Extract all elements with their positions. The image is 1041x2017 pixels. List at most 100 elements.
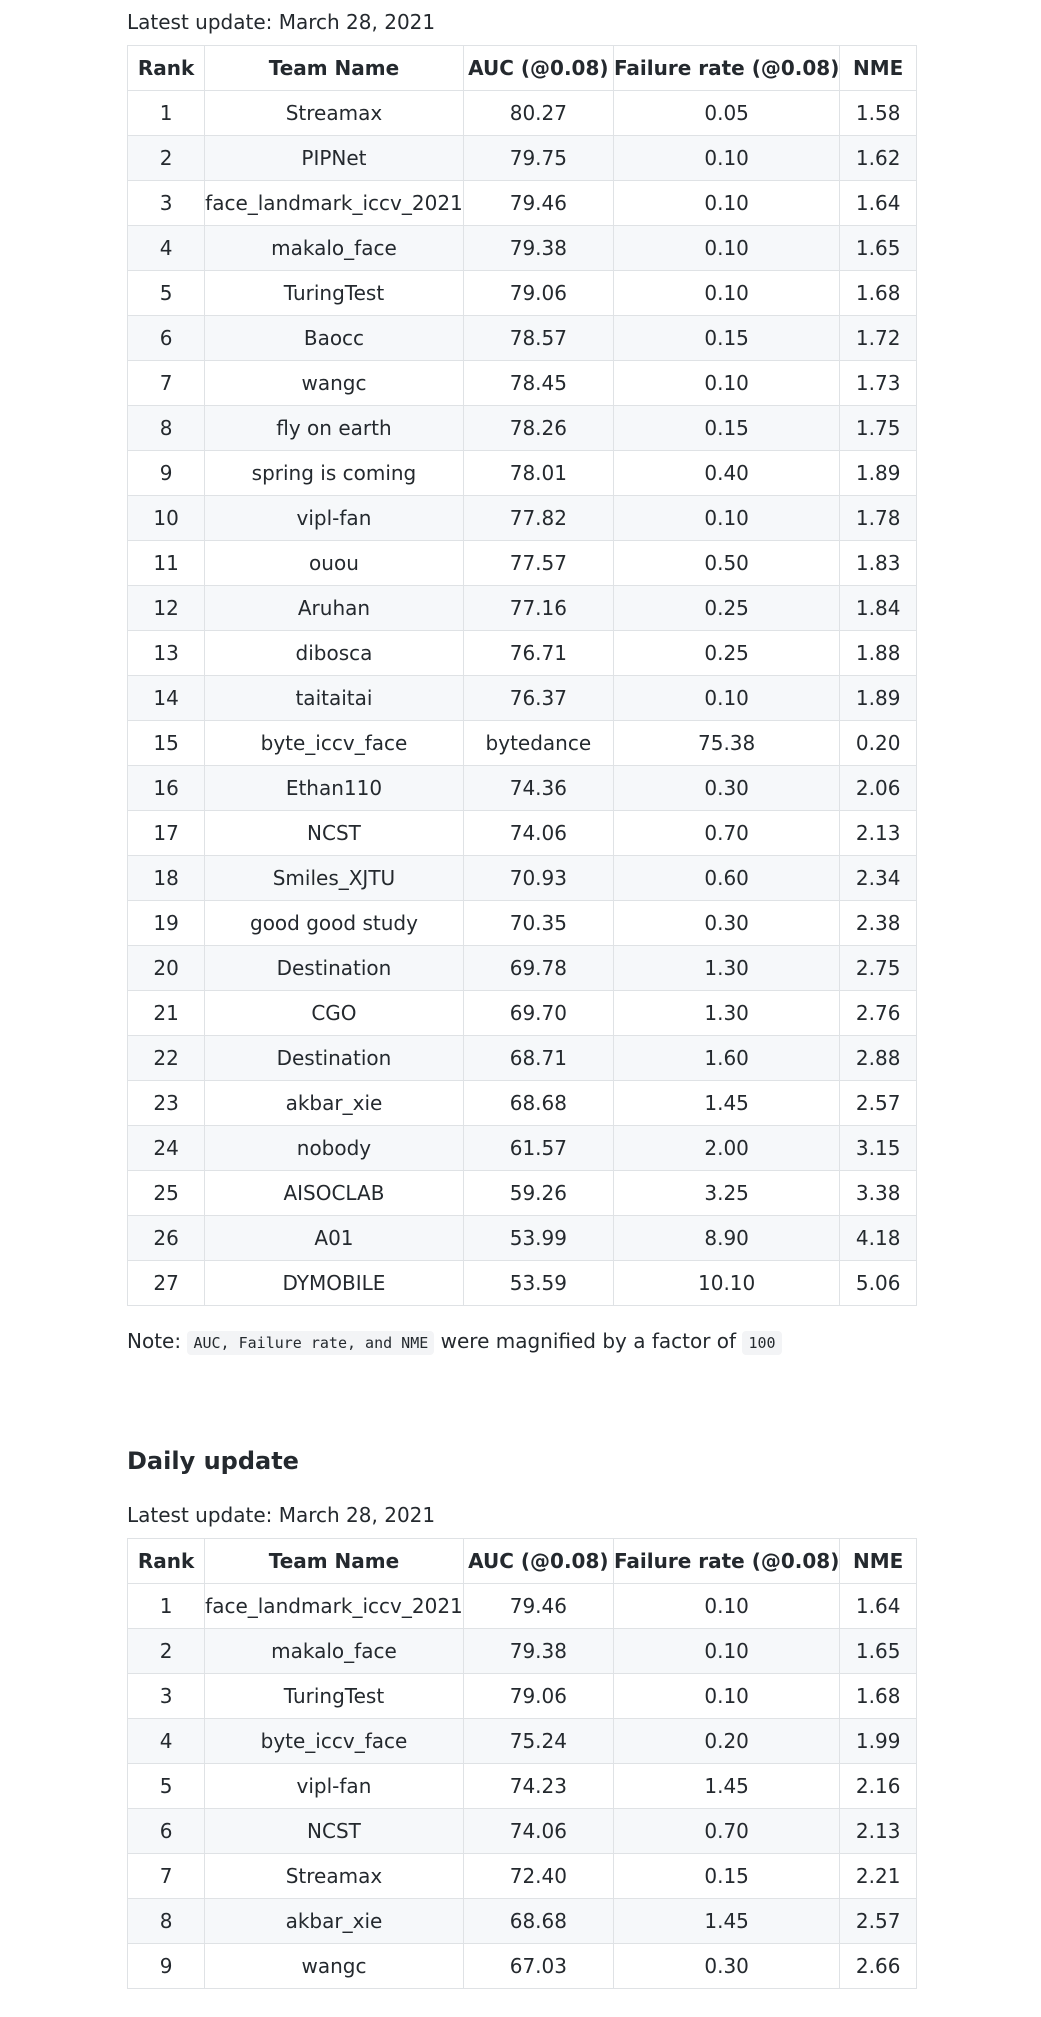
cell-rank: 8 [126, 405, 206, 451]
cell-team-name: akbar_xie [204, 1898, 464, 1944]
cell-auc: 74.06 [462, 1808, 614, 1854]
cell-team-name: fly on earth [204, 405, 464, 451]
cell-failure-rate: 0.70 [612, 1808, 841, 1854]
cell-rank: 16 [126, 765, 206, 811]
cell-rank: 18 [126, 855, 206, 901]
table-row: 4 makalo_face 79.38 0.10 1.65 [126, 225, 917, 271]
table-row: 21 CGO 69.70 1.30 2.76 [126, 990, 917, 1036]
cell-nme: 2.13 [839, 810, 917, 856]
table-row: 11 ouou 77.57 0.50 1.83 [126, 540, 917, 586]
table-row: 13 dibosca 76.71 0.25 1.88 [126, 630, 917, 676]
cell-auc: 61.57 [462, 1125, 614, 1171]
cell-auc: 59.26 [462, 1170, 614, 1216]
cell-team-name: DYMOBILE [204, 1260, 464, 1306]
table-row: 10 vipl-fan 77.82 0.10 1.78 [126, 495, 917, 541]
cell-failure-rate: 1.45 [612, 1898, 841, 1944]
cell-team-name: good good study [204, 900, 464, 946]
cell-team-name: byte_iccv_face [204, 1718, 464, 1764]
cell-auc: 68.68 [462, 1898, 614, 1944]
cell-auc: 79.75 [462, 135, 614, 181]
cell-failure-rate: 0.50 [612, 540, 841, 586]
cell-rank: 23 [126, 1080, 206, 1126]
table-row: 8 fly on earth 78.26 0.15 1.75 [126, 405, 917, 451]
table-row: 6 Baocc 78.57 0.15 1.72 [126, 315, 917, 361]
cell-auc: 78.01 [462, 450, 614, 496]
cell-rank: 6 [126, 315, 206, 361]
cell-auc: 75.24 [462, 1718, 614, 1764]
table-row: 2 PIPNet 79.75 0.10 1.62 [126, 135, 917, 181]
cell-failure-rate: 0.60 [612, 855, 841, 901]
cell-failure-rate: 0.10 [612, 1628, 841, 1674]
cell-nme: 1.99 [839, 1718, 917, 1764]
note-middle-text: were magnified by a factor of [440, 1329, 737, 1353]
cell-failure-rate: 2.00 [612, 1125, 841, 1171]
table-row: 2 makalo_face 79.38 0.10 1.65 [126, 1628, 917, 1674]
cell-failure-rate: 0.15 [612, 1853, 841, 1899]
cell-nme: 1.84 [839, 585, 917, 631]
cell-auc: 70.35 [462, 900, 614, 946]
note-factor-code: 100 [742, 1331, 782, 1355]
cell-team-name: Aruhan [204, 585, 464, 631]
header-rank: Rank [126, 45, 206, 91]
overall-leaderboard-table: Rank Team Name AUC (@0.08) Failure rate … [126, 45, 917, 1306]
cell-rank: 20 [126, 945, 206, 991]
cell-nme: 1.62 [839, 135, 917, 181]
cell-failure-rate: 1.45 [612, 1080, 841, 1126]
cell-auc: 80.27 [462, 90, 614, 136]
cell-team-name: TuringTest [204, 270, 464, 316]
table-row: 16 Ethan110 74.36 0.30 2.06 [126, 765, 917, 811]
cell-rank: 12 [126, 585, 206, 631]
cell-auc: 70.93 [462, 855, 614, 901]
cell-nme: 2.57 [839, 1898, 917, 1944]
cell-nme: 1.64 [839, 1583, 917, 1629]
cell-failure-rate: 1.30 [612, 945, 841, 991]
cell-team-name: Streamax [204, 90, 464, 136]
cell-team-name: makalo_face [204, 225, 464, 271]
cell-team-name: Smiles_XJTU [204, 855, 464, 901]
header-team-name: Team Name [204, 1538, 464, 1584]
cell-auc: 69.78 [462, 945, 614, 991]
cell-rank: 26 [126, 1215, 206, 1261]
cell-team-name: spring is coming [204, 450, 464, 496]
cell-failure-rate: 75.38 [612, 720, 841, 766]
cell-team-name: ouou [204, 540, 464, 586]
cell-rank: 1 [126, 1583, 206, 1629]
cell-failure-rate: 0.10 [612, 180, 841, 226]
table-row: 4 byte_iccv_face 75.24 0.20 1.99 [126, 1718, 917, 1764]
header-nme: NME [839, 1538, 917, 1584]
cell-auc: 76.71 [462, 630, 614, 676]
header-auc: AUC (@0.08) [462, 45, 614, 91]
overall-table-body: 1 Streamax 80.27 0.05 1.58 2 PIPNet 79.75 0.10 1.… [126, 90, 917, 1306]
table-row: 9 wangc 67.03 0.30 2.66 [126, 1943, 917, 1989]
table-row: 12 Aruhan 77.16 0.25 1.84 [126, 585, 917, 631]
cell-rank: 9 [126, 1943, 206, 1989]
cell-rank: 4 [126, 225, 206, 271]
cell-failure-rate: 0.25 [612, 630, 841, 676]
cell-auc: 77.16 [462, 585, 614, 631]
cell-failure-rate: 0.30 [612, 1943, 841, 1989]
header-failure-rate: Failure rate (@0.08) [612, 45, 841, 91]
cell-failure-rate: 0.10 [612, 495, 841, 541]
table-row: 8 akbar_xie 68.68 1.45 2.57 [126, 1898, 917, 1944]
table-row: 5 TuringTest 79.06 0.10 1.68 [126, 270, 917, 316]
table-row: 5 vipl-fan 74.23 1.45 2.16 [126, 1763, 917, 1809]
cell-team-name: nobody [204, 1125, 464, 1171]
cell-nme: 1.65 [839, 1628, 917, 1674]
cell-rank: 10 [126, 495, 206, 541]
cell-nme: 1.89 [839, 675, 917, 721]
cell-auc: 79.46 [462, 180, 614, 226]
cell-auc: 79.38 [462, 225, 614, 271]
cell-rank: 6 [126, 1808, 206, 1854]
cell-failure-rate: 1.30 [612, 990, 841, 1036]
cell-failure-rate: 1.45 [612, 1763, 841, 1809]
cell-rank: 11 [126, 540, 206, 586]
table-row: 17 NCST 74.06 0.70 2.13 [126, 810, 917, 856]
cell-failure-rate: 0.30 [612, 765, 841, 811]
cell-rank: 1 [126, 90, 206, 136]
cell-auc: 68.68 [462, 1080, 614, 1126]
cell-failure-rate: 0.15 [612, 315, 841, 361]
header-auc: AUC (@0.08) [462, 1538, 614, 1584]
table-row: 27 DYMOBILE 53.59 10.10 5.06 [126, 1260, 917, 1306]
cell-failure-rate: 1.60 [612, 1035, 841, 1081]
cell-failure-rate: 0.10 [612, 360, 841, 406]
